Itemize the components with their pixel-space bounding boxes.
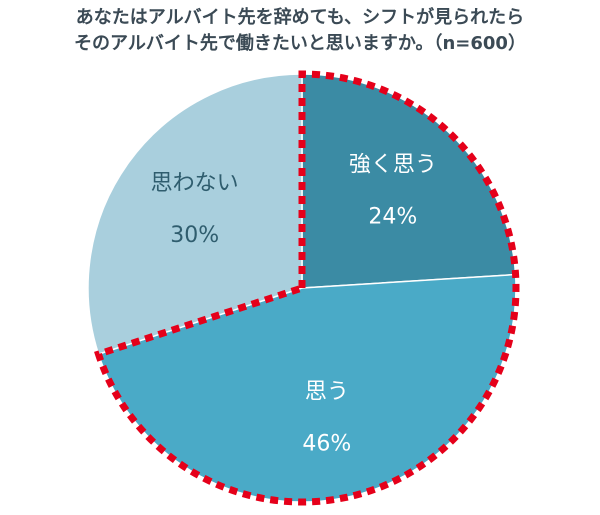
highlight-outline: [94, 70, 520, 506]
chart-title: あなたはアルバイト先を辞めても、シフトが見られたら: [76, 6, 524, 28]
slice-label: 思わない: [151, 171, 239, 196]
pie-slice: [301, 73, 517, 289]
value-label: 30%: [170, 223, 219, 248]
value-label: 24%: [368, 204, 417, 229]
slice-label: 思う: [305, 379, 349, 404]
slice-label: 強く思う: [349, 152, 437, 177]
chart-title: そのアルバイト先で働きたいと思いますか。（n=600）: [74, 32, 526, 54]
pie-slice: [87, 73, 303, 356]
value-label: 46%: [302, 431, 351, 456]
